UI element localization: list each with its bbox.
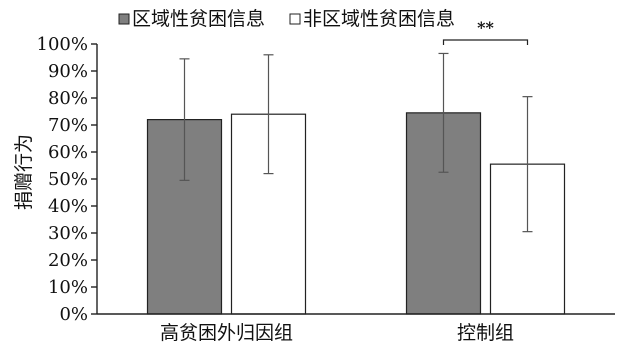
y-tick-label: 40% bbox=[48, 196, 88, 217]
legend-label-series-1: 区域性贫困信息 bbox=[132, 8, 265, 30]
x-category-label: 高贫困外归因组 bbox=[160, 322, 293, 344]
y-axis-ticks: 0% 10% 20% 30% 40% 50% 60% 70% 80% 90% 100% bbox=[37, 34, 97, 325]
category-labels: 高贫困外归因组 控制组 bbox=[160, 322, 514, 344]
axes bbox=[96, 44, 615, 315]
y-tick-label: 30% bbox=[48, 223, 88, 244]
y-tick-label: 100% bbox=[37, 34, 88, 55]
x-category-label: 控制组 bbox=[457, 322, 514, 344]
y-axis-label: 捐赠行为 bbox=[13, 134, 35, 210]
legend-label-series-2: 非区域性贫困信息 bbox=[303, 8, 455, 30]
legend-swatch-series-2 bbox=[289, 13, 301, 25]
bars bbox=[146, 112, 566, 315]
legend-item-series-1: 区域性贫困信息 bbox=[118, 8, 265, 30]
legend: 区域性贫困信息 非区域性贫困信息 bbox=[118, 8, 455, 30]
error-bars bbox=[179, 52, 533, 233]
significance-annotation: ** bbox=[442, 18, 529, 45]
legend-item-series-2: 非区域性贫困信息 bbox=[289, 8, 455, 30]
y-tick-label: 60% bbox=[48, 142, 88, 163]
y-tick-label: 20% bbox=[48, 250, 88, 271]
significance-bracket bbox=[442, 39, 529, 45]
y-tick-label: 10% bbox=[48, 277, 88, 298]
y-tick-label: 50% bbox=[48, 169, 88, 190]
y-tick-label: 90% bbox=[48, 61, 88, 82]
legend-swatch-series-1 bbox=[118, 13, 130, 25]
y-tick-label: 80% bbox=[48, 88, 88, 109]
y-tick-label: 70% bbox=[48, 115, 88, 136]
y-tick-label: 0% bbox=[59, 304, 88, 325]
significance-label: ** bbox=[477, 18, 494, 37]
